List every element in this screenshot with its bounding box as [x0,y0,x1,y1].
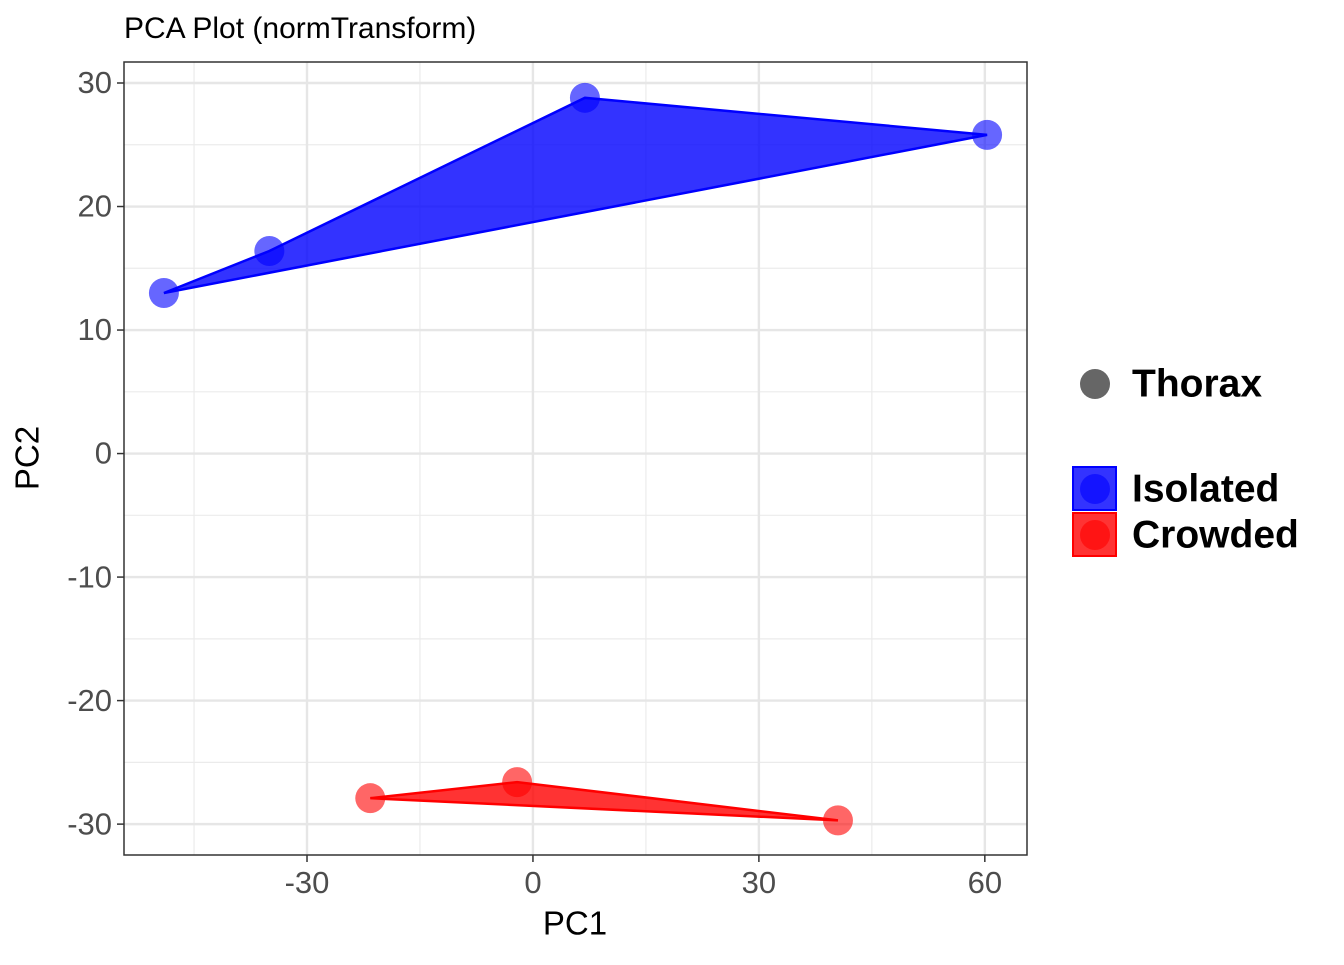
point [355,783,386,814]
x-tick-label: 0 [524,865,541,900]
point [502,767,533,798]
legend-label: Thorax [1132,362,1262,405]
y-tick-label: -30 [67,806,112,841]
hull [370,780,839,822]
point [254,235,285,266]
legend-label: Isolated [1132,467,1279,510]
hull [163,96,988,295]
point [822,805,853,836]
y-tick-label: 0 [95,436,112,471]
y-tick-label: -20 [67,683,112,718]
y-tick-label: 30 [78,65,112,100]
plot-border [123,61,1028,856]
legend-key-point [1080,520,1110,550]
x-axis-title: PC1 [543,905,607,942]
legend-key-point [1080,474,1110,504]
y-tick-label: 10 [78,312,112,347]
chart-title: PCA Plot (normTransform) [124,12,476,45]
legend-shape [1080,369,1110,399]
legend-label: Crowded [1132,513,1299,556]
x-tick-label: 30 [742,865,776,900]
y-tick-label: -10 [67,559,112,594]
y-axis-title: PC2 [9,426,46,490]
x-tick-label: 60 [968,865,1002,900]
point [148,277,179,308]
x-tick-label: -30 [285,865,330,900]
point [972,119,1003,150]
y-tick-label: 20 [78,189,112,224]
point [569,82,600,113]
